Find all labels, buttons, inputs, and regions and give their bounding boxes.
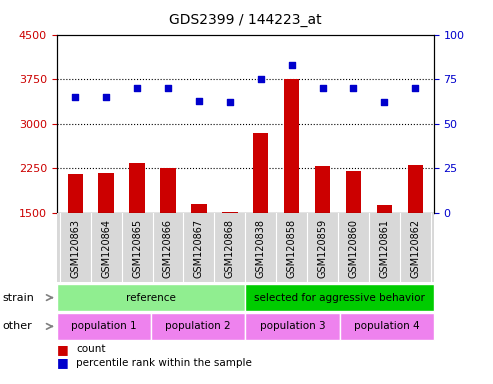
Point <box>195 98 203 104</box>
Text: GSM120867: GSM120867 <box>194 218 204 278</box>
Text: population 2: population 2 <box>165 321 231 331</box>
Text: GSM120860: GSM120860 <box>349 218 358 278</box>
Text: ■: ■ <box>57 343 69 356</box>
Bar <box>245 284 434 311</box>
Text: population 1: population 1 <box>71 321 137 331</box>
Text: GSM120865: GSM120865 <box>132 218 142 278</box>
Bar <box>245 313 340 340</box>
Text: GSM120862: GSM120862 <box>410 218 421 278</box>
Text: selected for aggressive behavior: selected for aggressive behavior <box>254 293 425 303</box>
Bar <box>57 313 151 340</box>
Bar <box>99 173 114 303</box>
Point <box>164 85 172 91</box>
Bar <box>129 162 145 303</box>
Text: GSM120859: GSM120859 <box>317 218 327 278</box>
Bar <box>222 212 238 303</box>
Bar <box>315 166 330 303</box>
Text: GDS2399 / 144223_at: GDS2399 / 144223_at <box>169 13 321 27</box>
Text: GSM120868: GSM120868 <box>225 218 235 278</box>
Text: population 4: population 4 <box>354 321 420 331</box>
Bar <box>68 174 83 303</box>
Bar <box>57 284 245 311</box>
Text: GSM120866: GSM120866 <box>163 218 173 278</box>
Bar <box>253 133 269 303</box>
Point <box>288 62 296 68</box>
Point <box>226 99 234 106</box>
Text: percentile rank within the sample: percentile rank within the sample <box>76 358 252 368</box>
Text: GSM120861: GSM120861 <box>380 218 389 278</box>
Text: GSM120863: GSM120863 <box>70 218 80 278</box>
Text: count: count <box>76 344 106 354</box>
Text: GSM120838: GSM120838 <box>256 218 266 278</box>
Bar <box>151 313 245 340</box>
Point <box>318 85 326 91</box>
Bar <box>346 172 361 303</box>
Point <box>381 99 388 106</box>
Point <box>133 85 141 91</box>
Point <box>102 94 110 100</box>
Point <box>411 85 419 91</box>
Text: strain: strain <box>2 293 35 303</box>
Point <box>350 85 357 91</box>
Text: reference: reference <box>126 293 176 303</box>
Text: other: other <box>2 321 32 331</box>
Bar <box>377 205 392 303</box>
Bar <box>408 165 423 303</box>
Bar <box>191 204 207 303</box>
Bar <box>284 79 299 303</box>
Text: ■: ■ <box>57 356 69 369</box>
Point <box>257 76 265 82</box>
Bar <box>340 313 434 340</box>
Point <box>71 94 79 100</box>
Bar <box>160 169 176 303</box>
Text: GSM120858: GSM120858 <box>286 218 297 278</box>
Text: GSM120864: GSM120864 <box>101 218 111 278</box>
Text: population 3: population 3 <box>260 321 325 331</box>
